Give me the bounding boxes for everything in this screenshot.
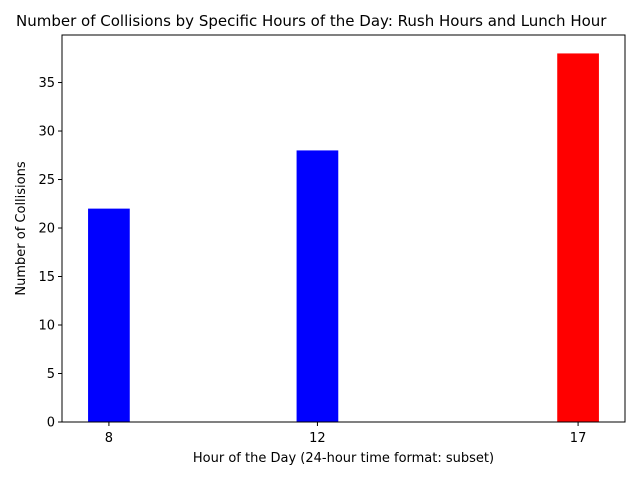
y-axis: 0 5 10 15 20 25 30 35	[38, 76, 62, 431]
chart-title: Number of Collisions by Specific Hours o…	[16, 12, 607, 30]
y-tick-label-15: 15	[38, 270, 55, 285]
y-tick-label-30: 30	[38, 125, 55, 140]
y-tick-label-0: 0	[47, 416, 55, 431]
bar-hour-12	[296, 150, 339, 423]
bars-group	[88, 53, 599, 423]
y-tick-label-5: 5	[47, 367, 55, 382]
plot-frame	[61, 34, 626, 423]
y-tick-label-35: 35	[38, 76, 55, 91]
x-axis: 8 12 17	[105, 422, 587, 446]
y-tick-label-20: 20	[38, 222, 55, 237]
x-tick-label-8: 8	[105, 431, 113, 446]
x-tick-label-17: 17	[570, 431, 587, 446]
x-axis-label: Hour of the Day (24-hour time format: su…	[193, 451, 494, 466]
bar-hour-17	[557, 53, 599, 423]
y-tick-label-25: 25	[38, 173, 55, 188]
bar-hour-8	[88, 208, 130, 422]
y-tick-label-10: 10	[38, 319, 55, 334]
y-axis-label: Number of Collisions	[14, 161, 29, 295]
x-tick-label-12: 12	[309, 431, 326, 446]
